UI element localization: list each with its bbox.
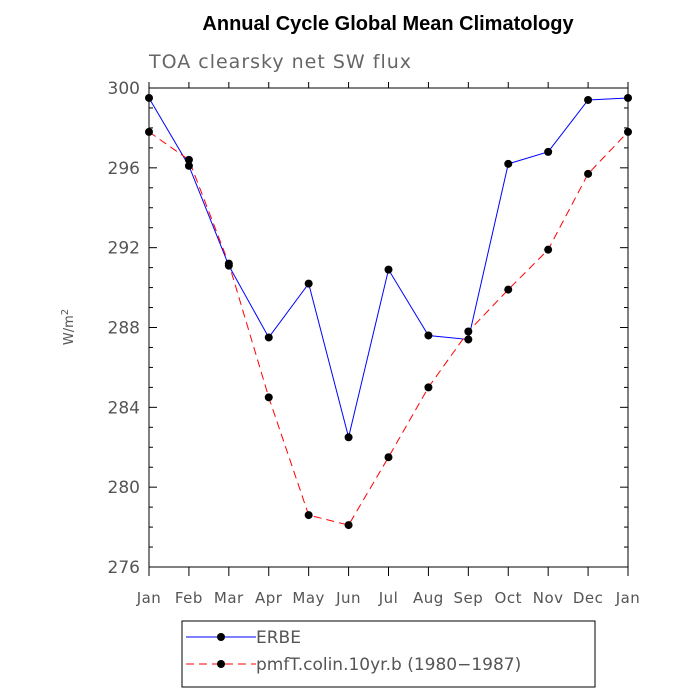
legend-marker-pmft (217, 660, 225, 668)
x-tick-label: Jun (335, 589, 361, 607)
series-1-point (624, 127, 632, 136)
series-1-point (264, 393, 273, 402)
series-1-point (344, 521, 353, 530)
series-0-point (584, 95, 593, 104)
series-1-point (544, 245, 553, 254)
x-tick-label: Nov (533, 589, 564, 607)
series-0-point (544, 147, 553, 156)
y-tick-label: 300 (108, 79, 140, 99)
x-tick-label: Jul (378, 589, 399, 607)
y-tick-label: 284 (108, 398, 140, 418)
x-tick-label: Jan (615, 589, 641, 607)
series-0-point (464, 335, 473, 344)
x-tick-label: Feb (175, 589, 203, 607)
chart-subtitle: TOA clearsky net SW flux (148, 51, 412, 73)
series-0-point (304, 279, 313, 288)
x-tick-label: Dec (573, 589, 604, 607)
series-1-point (504, 285, 513, 294)
plot-frame (148, 87, 629, 568)
y-tick-label: 296 (108, 159, 140, 179)
y-tick-label: 292 (108, 239, 140, 259)
y-tick-label: 276 (108, 558, 140, 578)
series-1-point (584, 169, 593, 178)
x-tick-label: Jan (136, 589, 162, 607)
legend-marker-erbe (217, 633, 225, 641)
x-axis-ticks: Jan Feb Mar Apr May Jun Jul Aug Sep Oct Nov Dec Jan (136, 82, 641, 607)
x-tick-label: Aug (413, 589, 444, 607)
x-tick-label: May (292, 589, 325, 607)
series-1-point (304, 511, 313, 520)
series-0-point (264, 333, 273, 342)
series-line-1 (148, 131, 629, 526)
series-0-point (384, 265, 393, 274)
series-0-point (145, 93, 153, 102)
x-tick-label: Oct (495, 589, 522, 607)
y-axis-ticks: 276 280 284 288 292 296 300 (108, 79, 628, 578)
chart-title: Annual Cycle Global Mean Climatology (202, 13, 574, 35)
series-0-point (624, 93, 632, 102)
y-axis-label: W/m2 (60, 309, 77, 345)
series-1-point (384, 453, 393, 462)
y-tick-label: 288 (108, 319, 140, 339)
series-0-point (504, 159, 513, 168)
series-1-point (145, 127, 153, 136)
series-layer (145, 93, 632, 530)
legend-label-pmft: pmfT.colin.10yr.b (1980−1987) (256, 655, 521, 675)
x-tick-label: Apr (255, 589, 283, 607)
series-0-point (424, 331, 433, 340)
series-1-point (184, 155, 193, 164)
x-tick-label: Mar (214, 589, 244, 607)
series-1-point (224, 259, 233, 268)
legend-box (181, 620, 596, 688)
legend: ERBE pmfT.colin.10yr.b (1980−1987) (181, 620, 596, 688)
series-0-point (344, 433, 353, 442)
series-0-point (184, 161, 193, 170)
y-tick-label: 280 (108, 478, 140, 498)
series-1-point (424, 383, 433, 392)
series-1-point (464, 327, 473, 336)
legend-label-erbe: ERBE (256, 628, 301, 648)
x-tick-label: Sep (453, 589, 483, 607)
